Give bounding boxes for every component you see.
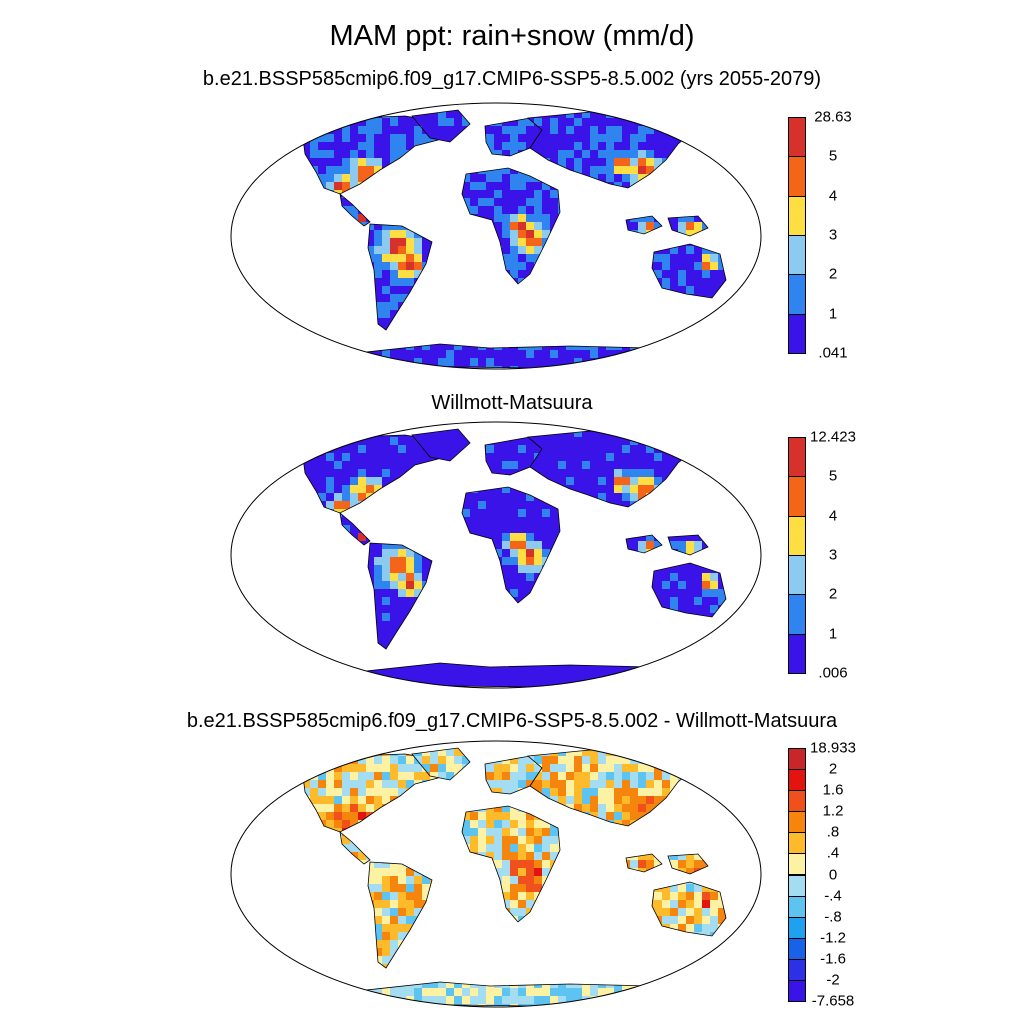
colorbar-tick-label: 3: [829, 228, 837, 243]
colorbar-tick-label: 4: [829, 188, 837, 203]
colorbar-tick-label: -.4: [824, 888, 842, 903]
colorbar-swatch: [788, 980, 806, 1002]
colorbar-tick-label: .006: [818, 666, 847, 681]
colorbar-tick-label: -1.2: [820, 930, 846, 945]
colorbar-tick-label: 1: [829, 306, 837, 321]
colorbar-swatch: [788, 516, 806, 556]
colorbar-swatch: [788, 196, 806, 236]
colorbar-tick-label: 1: [829, 626, 837, 641]
colorbar-swatch: [788, 117, 806, 157]
colorbar-tick-label: -1.6: [820, 951, 846, 966]
observed-precip-map: [230, 421, 762, 689]
panel-3-subtitle: b.e21.BSSP585cmip6.f09_g17.CMIP6-SSP5-8.…: [0, 710, 1024, 733]
colorbar-tick-label: -2: [826, 972, 839, 987]
colorbar-swatch: [788, 748, 806, 770]
colorbar-tick-label: 2: [829, 587, 837, 602]
colorbar-tick-label: 3: [829, 548, 837, 563]
colorbar-tick-label: .041: [818, 346, 847, 361]
model-precip-map: [230, 102, 762, 370]
colorbar-tick-label: 5: [829, 469, 837, 484]
colorbar-tick-label: -.8: [824, 909, 842, 924]
colorbar-swatch: [788, 555, 806, 595]
colorbar-swatch: [788, 476, 806, 516]
colorbar-tick-label: 0: [829, 867, 837, 882]
colorbar-tick-label: .4: [827, 846, 840, 861]
colorbar-swatch: [788, 274, 806, 314]
colorbar-swatch: [788, 156, 806, 196]
colorbar-swatch: [788, 811, 806, 833]
colorbar-tick-label: 5: [829, 149, 837, 164]
model-colorbar: 28.63 5 4 3 2 1.041: [788, 117, 868, 353]
panel-2-subtitle: Willmott-Matsuura: [0, 392, 1024, 415]
observed-colorbar: 12.423 5 4 3 2 1.006: [788, 437, 868, 673]
colorbar-swatch: [788, 769, 806, 791]
colorbar-swatch: [788, 832, 806, 854]
colorbar-swatch: [788, 896, 806, 918]
colorbar-swatch: [788, 875, 806, 897]
colorbar-swatch: [788, 790, 806, 812]
colorbar-swatch: [788, 594, 806, 634]
colorbar-tick-label: -7.658: [812, 994, 855, 1009]
panel-1-subtitle: b.e21.BSSP585cmip6.f09_g17.CMIP6-SSP5-8.…: [0, 68, 1024, 91]
colorbar-tick-label: 28.63: [814, 110, 852, 125]
colorbar-tick-label: .8: [827, 825, 840, 840]
colorbar-tick-label: 2: [829, 762, 837, 777]
colorbar-swatch: [788, 235, 806, 275]
colorbar-tick-label: 2: [829, 267, 837, 282]
colorbar-swatch: [788, 314, 806, 354]
colorbar-swatch: [788, 917, 806, 939]
difference-precip-map: [230, 740, 762, 1008]
colorbar-tick-label: 12.423: [810, 430, 856, 445]
colorbar-swatch: [788, 938, 806, 960]
colorbar-swatch: [788, 634, 806, 674]
colorbar-swatch: [788, 437, 806, 477]
colorbar-swatch: [788, 853, 806, 875]
colorbar-swatch: [788, 959, 806, 981]
colorbar-tick-label: 18.933: [810, 741, 856, 756]
colorbar-tick-label: 4: [829, 508, 837, 523]
colorbar-tick-label: 1.2: [823, 804, 844, 819]
difference-colorbar: 18.933 2 1.6 1.2.8.4 0 -.4 -.8 -1.2 -1.6 -2 -7.658: [788, 748, 868, 1001]
colorbar-tick-label: 1.6: [823, 783, 844, 798]
figure-title: MAM ppt: rain+snow (mm/d): [0, 20, 1024, 53]
